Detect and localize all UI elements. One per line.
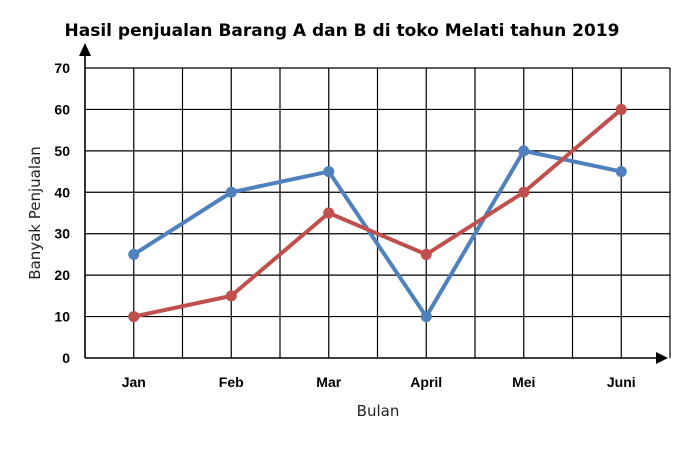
series-line	[131, 107, 624, 319]
y-axis-arrow-icon	[79, 43, 91, 56]
data-point	[225, 186, 237, 198]
y-tick-label: 50	[54, 143, 70, 159]
y-tick-label: 30	[54, 226, 70, 242]
series-2	[128, 103, 627, 323]
data-point	[128, 248, 140, 260]
data-point	[225, 290, 237, 302]
data-point	[615, 103, 627, 115]
data-point	[323, 166, 335, 178]
x-tick-label: Feb	[219, 374, 244, 390]
data-point	[323, 207, 335, 219]
x-tick-label: Juni	[607, 374, 636, 390]
data-point	[518, 186, 530, 198]
data-point	[518, 145, 530, 157]
x-axis-arrow-icon	[656, 352, 668, 364]
x-tick-label: Jan	[122, 374, 146, 390]
data-point	[420, 311, 432, 323]
y-tick-label: 40	[54, 184, 70, 200]
x-tick-label: Mei	[512, 374, 535, 390]
x-axis-label: Bulan	[357, 402, 400, 420]
grid	[85, 67, 671, 358]
y-tick-label: 0	[62, 350, 70, 366]
x-tick-label: April	[410, 374, 442, 390]
data-point	[128, 311, 140, 323]
y-tick-label: 60	[54, 101, 70, 117]
x-tick-label: Mar	[316, 374, 341, 390]
data-point	[420, 248, 432, 260]
y-tick-label: 10	[54, 309, 70, 325]
series-1	[128, 145, 627, 323]
series-line	[131, 148, 624, 319]
series-layer	[128, 103, 627, 323]
y-tick-label: 70	[54, 60, 70, 76]
chart-title: Hasil penjualan Barang A dan B di toko M…	[65, 21, 620, 41]
tick-labels: 0 10 20 30 40 50 60 70 Jan Feb Mar April Mei Juni	[54, 60, 635, 390]
axes	[79, 43, 668, 364]
data-point	[615, 166, 627, 178]
y-tick-label: 20	[54, 267, 70, 283]
y-axis-label: Banyak Penjualan	[26, 146, 44, 280]
